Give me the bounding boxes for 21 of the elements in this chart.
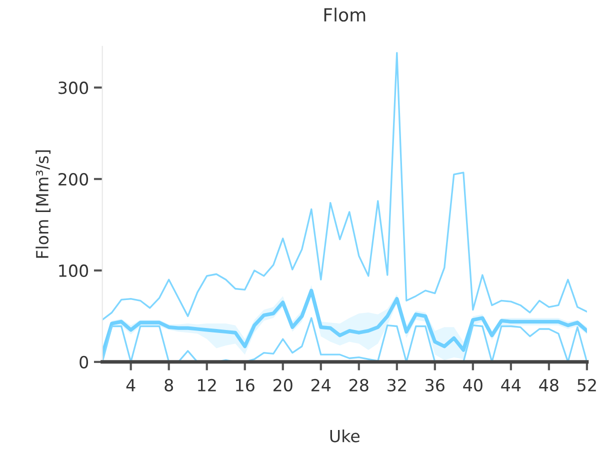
y-tick-label: 0 [80,356,88,368]
chart-title: Flom [324,8,366,22]
y-axis-title: Flom [Mm³/s] [36,150,51,258]
x-tick-label: 4 [126,379,136,392]
x-tick-label: 36 [426,378,444,392]
x-tick-label: 52 [578,378,596,392]
line-series [102,52,587,321]
x-tick-label: 24 [312,378,331,392]
y-tick-label: 200 [58,172,88,186]
x-tick-label: 28 [350,378,368,392]
x-axis-title: Uke [330,429,360,442]
x-tick-label: 32 [388,378,406,392]
x-tick-label: 20 [274,378,292,392]
x-tick-label: 8 [164,378,174,392]
x-tick-label: 44 [501,379,521,392]
x-tick-label: 12 [198,378,216,392]
x-tick-label: 16 [236,378,254,392]
y-tick-label: 300 [58,82,88,94]
x-tick-label: 40 [463,378,482,392]
y-tick-label: 100 [59,264,88,278]
x-tick-label: 48 [539,378,558,392]
